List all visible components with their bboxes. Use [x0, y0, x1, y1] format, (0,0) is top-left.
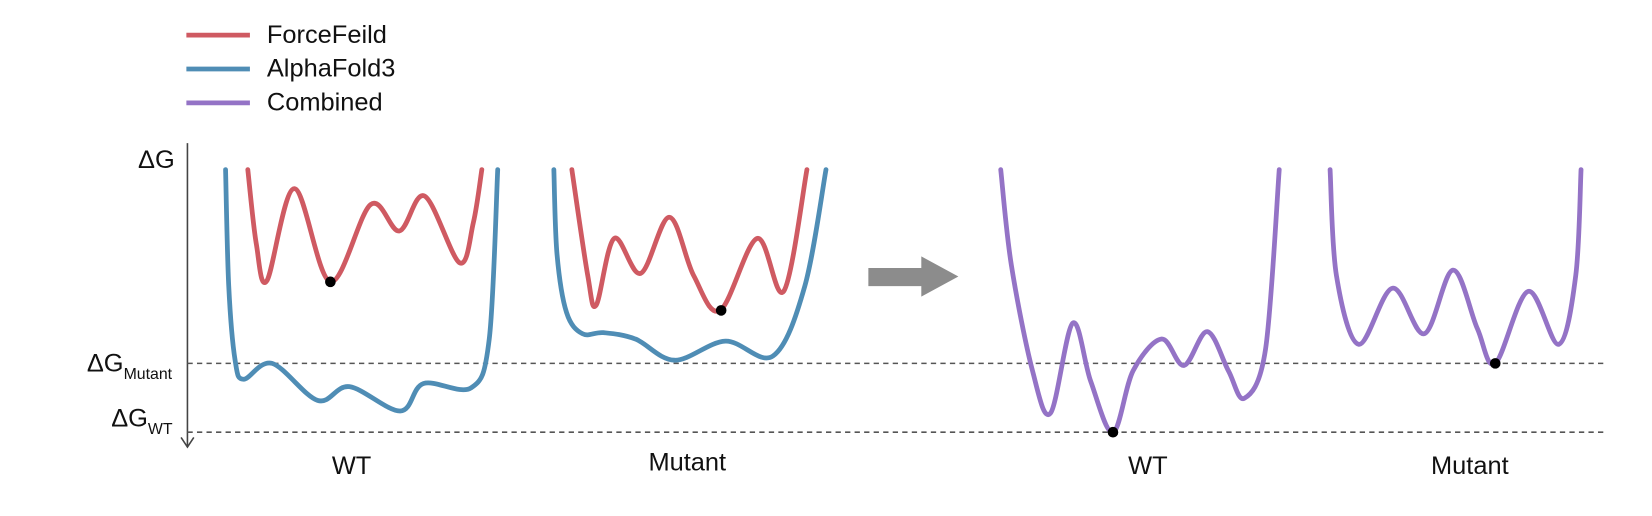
- minimum-dot: [1107, 426, 1119, 438]
- level-sub: Mutant: [124, 366, 173, 383]
- legend-label: Combined: [267, 89, 383, 117]
- legend-label: AlphaFold3: [267, 55, 396, 83]
- panel-label: WT: [332, 452, 371, 480]
- minimum-dot: [1489, 358, 1501, 369]
- level-main: ΔG: [87, 349, 124, 377]
- axis-label: ΔG: [138, 146, 175, 174]
- level-sub: WT: [148, 421, 173, 438]
- forcefield-curve: [245, 167, 485, 285]
- combined-curve: [998, 167, 1282, 435]
- level-main: ΔG: [111, 404, 148, 432]
- panel-label: WT: [1128, 452, 1168, 480]
- forcefield-curve: [569, 167, 810, 314]
- legend-label: ForceFeild: [267, 21, 387, 49]
- panel-label: Mutant: [648, 449, 726, 477]
- alphafold-curve: [551, 167, 829, 363]
- minimum-dot: [325, 276, 336, 288]
- level-label: ΔGWT: [111, 404, 173, 438]
- legend: ForceFeild AlphaFold3 Combined: [186, 21, 395, 117]
- axis-arrow: [180, 437, 195, 449]
- combined-curve: [1327, 167, 1584, 367]
- minimum-dot: [715, 305, 727, 316]
- arrow: [868, 256, 959, 297]
- alphafold-curve: [223, 167, 501, 414]
- panel-label: Mutant: [1431, 452, 1509, 480]
- level-label: ΔGMutant: [87, 349, 173, 383]
